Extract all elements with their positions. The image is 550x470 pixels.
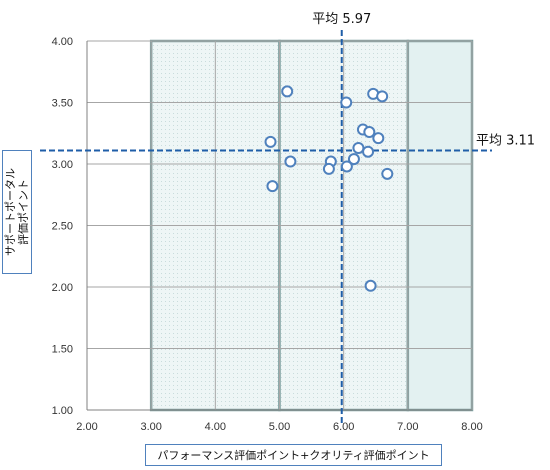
- y-tick-label: 1.00: [52, 405, 73, 417]
- data-point: [376, 90, 389, 103]
- data-point: [381, 167, 394, 180]
- x-axis-label: パフォーマンス評価ポイント+クオリティ評価ポイント: [145, 444, 442, 466]
- x-tick-label: 4.00: [205, 421, 226, 433]
- data-point: [266, 180, 279, 193]
- data-points: [264, 85, 394, 292]
- data-point: [340, 160, 353, 173]
- x-tick-label: 8.00: [461, 421, 482, 433]
- tick-labels: 2.00 3.00 4.00 5.00 6.00 7.00 8.00 1.00 1.50 2.00…: [52, 36, 483, 433]
- y-axis-label-line-2: 評価ポイント: [17, 179, 30, 245]
- data-point: [340, 96, 353, 109]
- x-tick-label: 2.00: [76, 421, 97, 433]
- data-point: [284, 155, 297, 168]
- y-axis-label-line-1: サポートポータル: [4, 168, 17, 256]
- data-point: [372, 132, 385, 145]
- data-point: [362, 145, 375, 158]
- x-tick-label: 6.00: [333, 421, 354, 433]
- data-point: [352, 142, 365, 155]
- y-tick-label: 3.50: [52, 98, 73, 110]
- y-tick-label: 1.50: [52, 344, 73, 356]
- average-x-label: 平均 5.97: [312, 12, 371, 27]
- data-point: [322, 162, 335, 175]
- data-point: [347, 153, 360, 166]
- x-tick-label: 7.00: [397, 421, 418, 433]
- axes: [86, 41, 472, 411]
- average-y-label: 平均 3.11: [476, 133, 535, 148]
- y-tick-label: 2.00: [52, 282, 73, 294]
- y-tick-label: 2.50: [52, 221, 73, 233]
- data-point: [364, 279, 377, 292]
- x-tick-label: 3.00: [140, 421, 161, 433]
- data-point: [281, 85, 294, 98]
- data-point: [264, 135, 277, 148]
- y-axis-label: サポートポータル 評価ポイント: [2, 150, 32, 274]
- x-tick-label: 5.00: [269, 421, 290, 433]
- y-tick-label: 3.00: [52, 159, 73, 171]
- average-lines: [40, 30, 492, 425]
- data-point: [363, 126, 376, 139]
- y-tick-label: 4.00: [52, 36, 73, 48]
